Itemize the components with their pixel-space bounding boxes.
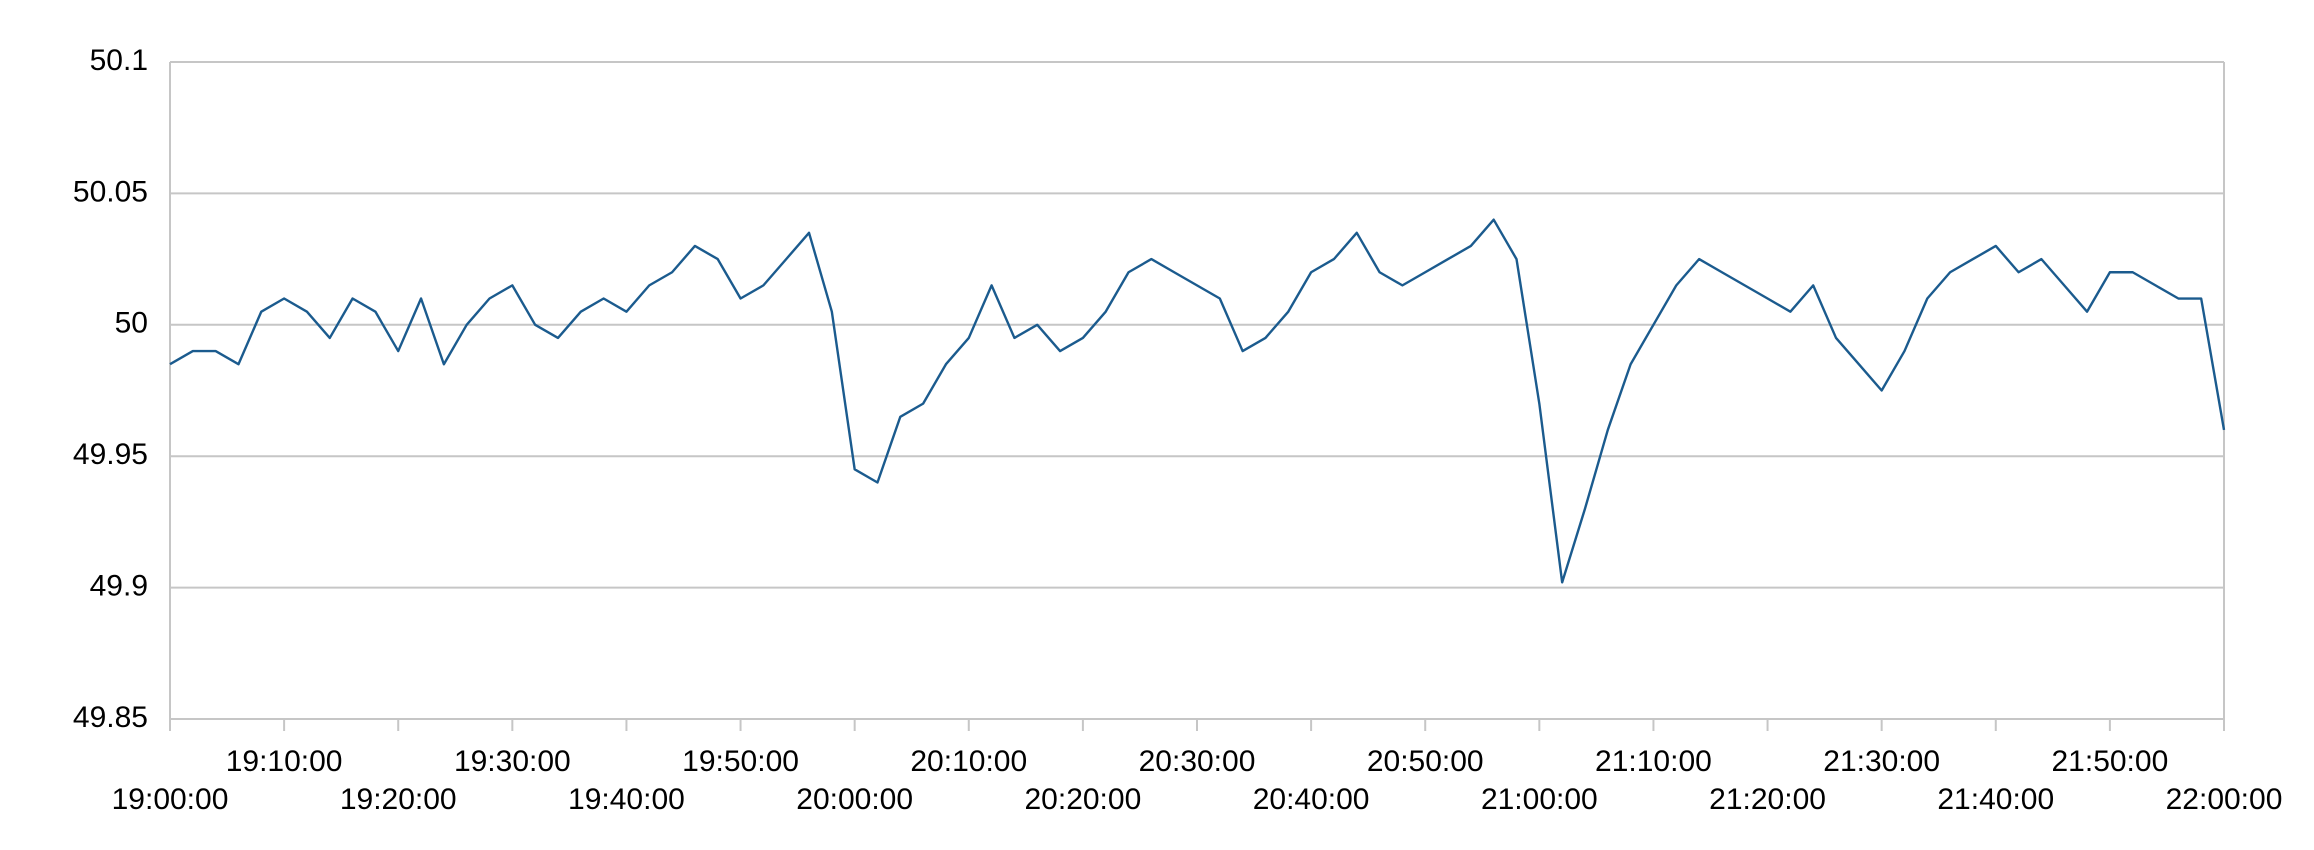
x-tick-label: 20:20:00 <box>1024 783 1141 816</box>
y-tick-label: 50 <box>115 307 148 340</box>
x-tick-label: 20:50:00 <box>1367 745 1484 778</box>
x-tick-label: 19:30:00 <box>454 745 571 778</box>
x-tick-label: 19:10:00 <box>226 745 343 778</box>
line-series <box>169 218 2226 584</box>
x-tick-label: 21:00:00 <box>1481 783 1598 816</box>
x-tick-label: 22:00:00 <box>2166 783 2283 816</box>
x-tick-label: 20:10:00 <box>910 745 1027 778</box>
y-tick-label: 49.95 <box>73 438 148 471</box>
x-tick-label: 19:50:00 <box>682 745 799 778</box>
x-tick-label: 21:40:00 <box>1937 783 2054 816</box>
x-tick-label: 20:00:00 <box>796 783 913 816</box>
x-tick-label: 20:30:00 <box>1139 745 1256 778</box>
x-tick-label: 21:10:00 <box>1595 745 1712 778</box>
y-tick-label: 50.1 <box>90 44 148 77</box>
x-tick-label: 20:40:00 <box>1253 783 1370 816</box>
x-tick-label: 19:00:00 <box>112 783 229 816</box>
y-tick-label: 50.05 <box>73 175 148 208</box>
x-tick-label: 19:20:00 <box>340 783 457 816</box>
y-tick-label: 49.9 <box>90 570 148 603</box>
x-tick-label: 19:40:00 <box>568 783 685 816</box>
x-tick-label: 21:30:00 <box>1823 745 1940 778</box>
x-tick-label: 21:20:00 <box>1709 783 1826 816</box>
y-tick-label: 49.85 <box>73 701 148 734</box>
x-tick-label: 21:50:00 <box>2051 745 2168 778</box>
